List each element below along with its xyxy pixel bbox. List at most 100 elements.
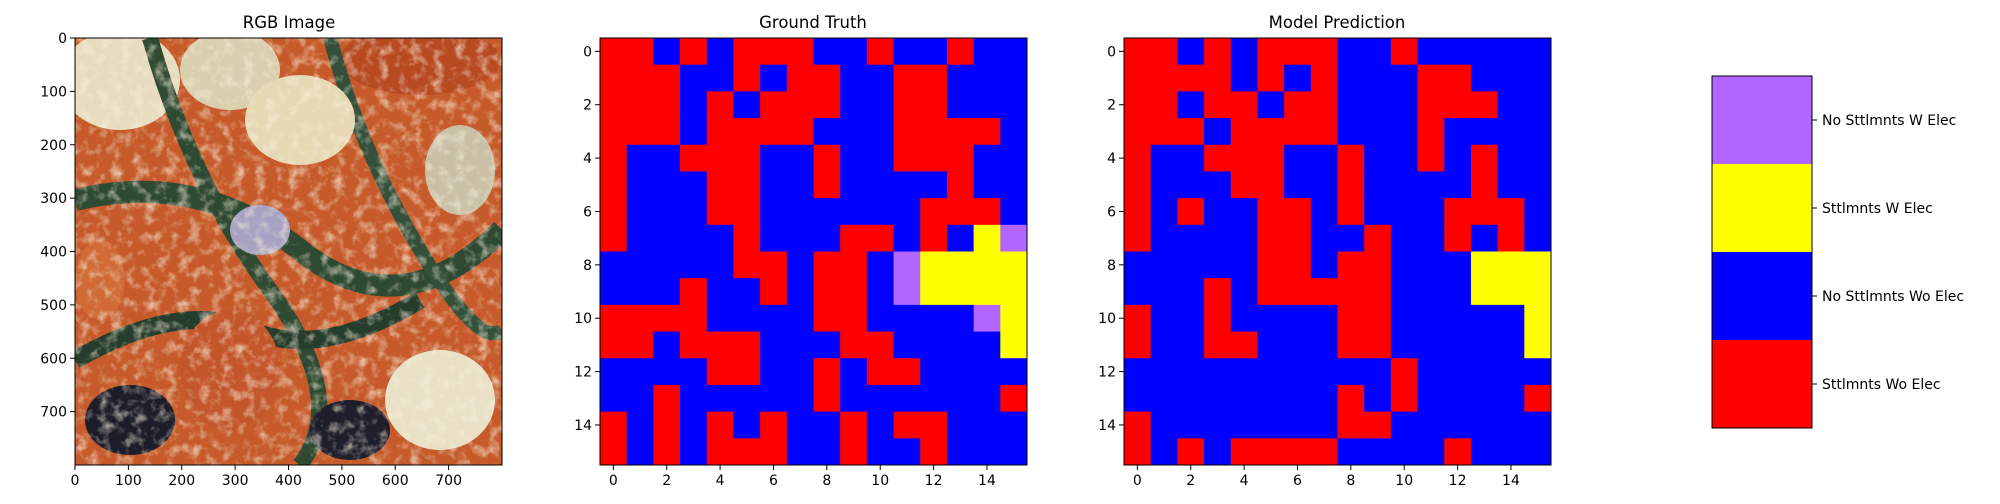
heatmap-cell: [866, 438, 894, 466]
heatmap-cell: [1284, 118, 1312, 146]
heatmap-cell: [1444, 438, 1472, 466]
heatmap-cell: [1150, 251, 1178, 279]
heatmap-cell: [626, 358, 654, 386]
heatmap-cell: [1417, 438, 1445, 466]
heatmap-cell: [1230, 224, 1258, 252]
heatmap-cell: [893, 224, 921, 252]
heatmap-cell: [626, 171, 654, 199]
heatmap-cell: [1364, 144, 1392, 172]
heatmap-cell: [946, 251, 975, 279]
legend-frame: [1711, 75, 1813, 429]
heatmap-cell: [733, 438, 761, 466]
heatmap-cell: [813, 384, 841, 413]
heatmap-cell: [706, 384, 734, 413]
heatmap-cell: [1310, 278, 1338, 306]
heatmap-cell: [920, 358, 948, 386]
heatmap-cell: [920, 38, 948, 66]
heatmap-cell: [786, 411, 814, 439]
heatmap-cell: [1364, 251, 1392, 279]
heatmap-cell: [840, 118, 868, 146]
heatmap-cell: [680, 91, 708, 119]
heatmap-cell: [866, 91, 894, 119]
heatmap-cell: [1150, 64, 1178, 92]
heatmap-cell: [680, 278, 708, 306]
heatmap-cell: [1124, 304, 1152, 332]
heatmap-cell: [1364, 118, 1392, 146]
heatmap-cell: [1364, 171, 1392, 199]
heatmap-cell: [1000, 91, 1028, 119]
heatmap-cell: [1310, 384, 1338, 413]
class-legend: No Sttlmnts W Elec Sttlmnts W Elec No Sttl…: [1711, 75, 1964, 429]
heatmap-cell: [1284, 64, 1312, 92]
heatmap-cell: [653, 171, 681, 199]
heatmap-cell: [866, 144, 894, 172]
heatmap-cell: [1497, 384, 1525, 413]
heatmap-cell: [893, 304, 921, 332]
heatmap-cell: [1000, 38, 1028, 66]
heatmap-cell: [893, 438, 921, 466]
heatmap-cell: [1417, 198, 1445, 226]
legend-label: No Sttlmnts Wo Elec: [1822, 289, 1964, 305]
heatmap-cell: [946, 278, 975, 306]
y-tick-label: 4: [1107, 151, 1116, 167]
heatmap-cell: [1000, 358, 1028, 386]
heatmap-cell: [1230, 171, 1258, 199]
heatmap-cell: [1204, 331, 1232, 359]
heatmap-cell: [1204, 144, 1232, 172]
heatmap-cell: [653, 118, 681, 146]
heatmap-cell: [1524, 438, 1552, 466]
heatmap-cell: [626, 331, 654, 359]
heatmap-cell: [1150, 198, 1178, 226]
heatmap-cell: [1444, 411, 1472, 439]
heatmap-cell: [1364, 91, 1392, 119]
heatmap-cell: [626, 278, 654, 306]
heatmap-cell: [866, 38, 894, 66]
heatmap-cell: [680, 144, 708, 172]
rgb-y-tick-label: 100: [40, 84, 67, 100]
heatmap-cell: [760, 331, 788, 359]
heatmap-cell: [1444, 358, 1472, 386]
heatmap-cell: [1337, 171, 1365, 199]
heatmap-cell: [920, 304, 948, 332]
heatmap-cell: [1204, 118, 1232, 146]
heatmap-cell: [1230, 198, 1258, 226]
heatmap-cell: [1310, 251, 1338, 279]
heatmap-cell: [1390, 91, 1418, 119]
heatmap-cell: [653, 198, 681, 226]
rgb-x-tick-label: 400: [275, 473, 302, 489]
heatmap-cell: [946, 224, 975, 252]
heatmap-cell: [1417, 224, 1445, 252]
heatmap-cell: [1524, 278, 1552, 306]
heatmap-cell: [813, 224, 841, 252]
heatmap-cell: [1390, 144, 1418, 172]
heatmap-cell: [786, 278, 814, 306]
heatmap-cell: [600, 224, 628, 252]
heatmap-cell: [920, 278, 948, 306]
heatmap-cell: [1337, 331, 1365, 359]
heatmap-cell: [733, 224, 761, 252]
heatmap-cell: [920, 411, 948, 439]
heatmap-cell: [1337, 198, 1365, 226]
x-tick-label: 0: [1133, 473, 1142, 489]
heatmap-cell: [946, 358, 975, 386]
heatmap-cell: [973, 384, 1001, 413]
heatmap-cell: [920, 331, 948, 359]
heatmap-cell: [1310, 171, 1338, 199]
heatmap-cell: [600, 64, 628, 92]
heatmap-cell: [1524, 64, 1552, 92]
heatmap-cell: [1124, 118, 1152, 146]
y-tick-label: 14: [1098, 418, 1116, 434]
heatmap-cell: [840, 224, 868, 252]
heatmap-cell: [1364, 38, 1392, 66]
heatmap-cell: [893, 38, 921, 66]
heatmap-cell: [1417, 384, 1445, 413]
heatmap-cell: [1284, 438, 1312, 466]
heatmap-cell: [786, 118, 814, 146]
heatmap-cell: [733, 251, 761, 279]
heatmap-cell: [600, 438, 628, 466]
heatmap-cell: [653, 278, 681, 306]
heatmap-cell: [840, 278, 868, 306]
heatmap-cell: [973, 411, 1001, 439]
heatmap-cell: [653, 64, 681, 92]
